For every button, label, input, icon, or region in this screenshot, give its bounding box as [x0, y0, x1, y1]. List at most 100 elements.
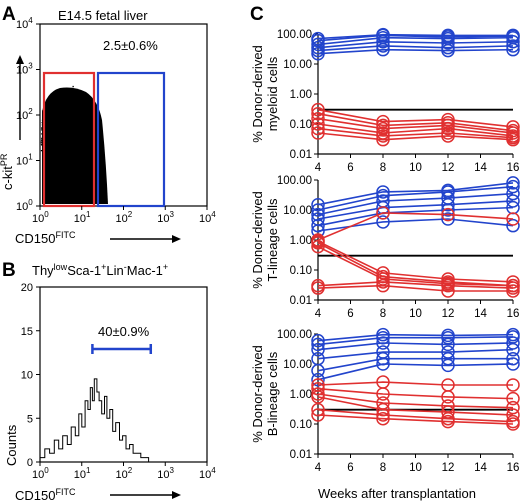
panel-b-histogram: [39, 378, 150, 462]
panel-b-y-label: Counts: [4, 424, 19, 466]
panel-c-data-point: [506, 39, 520, 53]
panel-c-x-tick-label: 12: [442, 308, 455, 320]
panel-c-data-point: [376, 206, 390, 220]
panel-c-data-point: [441, 390, 455, 404]
panel-c-data-point: [441, 118, 455, 133]
panel-c-data-point: [441, 207, 455, 222]
panel-c-y-label: % Donor-derived B-lineage cells: [250, 345, 280, 443]
panel-c-series-line: [317, 45, 514, 52]
panel-c-y-label-line2: myeloid cells: [265, 56, 280, 131]
panel-c-data-point: [311, 363, 325, 378]
panel-c-data-point: [506, 284, 520, 298]
panel-c-x-tick-label: 10: [409, 308, 422, 320]
panel-c-series-line: [317, 192, 514, 216]
panel-c-label: C: [250, 4, 264, 25]
panel-c-y-tick-label: 1.00: [290, 389, 312, 401]
panel-c-y-tick-label: 1.00: [290, 89, 312, 101]
panel-b-y-tick-label: 15: [21, 326, 33, 338]
panel-c-x-tick-label: 10: [409, 162, 422, 174]
panel-a-y-tick-label: 101: [16, 153, 33, 168]
panel-c-data-point: [311, 102, 325, 117]
panel-c-x-tick-label: 6: [347, 462, 353, 474]
panel-c-series-line: [317, 396, 514, 416]
panel-a-x-tick-label: 102: [116, 210, 133, 225]
panel-c-data-point: [376, 408, 390, 422]
panel-c-data-point: [506, 218, 520, 233]
panel-c-data-point: [311, 281, 325, 295]
panel-c-data-point: [441, 414, 455, 429]
panel-c-data-point: [506, 132, 520, 147]
panel-c-series-line: [317, 123, 514, 137]
panel-c-series-line: [317, 363, 514, 381]
panel-c-x-tick-label: 14: [474, 162, 487, 174]
panel-c-series-line: [317, 393, 514, 409]
panel-c-data-point: [506, 42, 520, 57]
panel-c-data-point: [506, 378, 520, 392]
panel-c-x-tick-label: 6: [347, 308, 353, 320]
panel-c-data-point: [376, 185, 390, 199]
panel-c-data-point: [311, 126, 325, 140]
panel-c-data-point: [441, 284, 455, 298]
panel-c-series-line: [317, 284, 513, 292]
panel-c-series-line: [317, 48, 514, 55]
panel-a-event-cloud: [40, 85, 108, 204]
panel-c-x-tick-label: 4: [315, 162, 322, 174]
panel-c-y-tick-label: 0.01: [290, 295, 312, 307]
panel-c-data-point: [376, 35, 390, 49]
panel-c-series-line: [317, 127, 514, 139]
panel-c-data-point: [311, 337, 325, 352]
panel-c-data-point: [506, 35, 520, 49]
panel-c-data-point: [376, 42, 390, 57]
panel-c-data-point: [506, 176, 520, 190]
panel-a-x-tick-label: 100: [32, 210, 49, 225]
panel-a-label: A: [2, 4, 16, 25]
panel-b-x-tick-label: 103: [157, 466, 174, 481]
panel-a-y-tick-label: 102: [16, 107, 33, 122]
panel-c-x-tick-label: 16: [507, 462, 520, 474]
panel-c-x-tick-label: 14: [474, 462, 487, 474]
panel-a-x-arrowhead: [172, 235, 181, 243]
panel-c-x-tick-label: 4: [315, 308, 322, 320]
panel-c-y-tick-label: 0.10: [290, 265, 312, 277]
panel-c-series-line: [317, 414, 514, 425]
panel-c-series-line: [317, 342, 514, 351]
panel-b-label: B: [2, 260, 16, 281]
panel-c-data-point: [311, 408, 325, 422]
panel-b-title: ThylowSca-1+Lin-Mac-1+: [32, 262, 168, 278]
panel-b-gate-annotation: 40±0.9%: [98, 324, 150, 339]
panel-c-data-point: [506, 179, 520, 194]
panel-c-series-line: [317, 281, 514, 289]
panel-c-series-line: [317, 348, 514, 360]
panel-c-y-label: % Donor-derived T-lineage cells: [250, 191, 280, 289]
panel-c-series-line: [317, 336, 514, 346]
panel-a-event-dots: [40, 85, 94, 179]
panel-c-data-point: [311, 203, 325, 217]
panel-c-data-point: [376, 357, 390, 371]
panel-c-data-point: [376, 118, 390, 133]
panel-c-data-point: [376, 215, 390, 229]
panel-a-x-tick-label: 104: [199, 210, 216, 225]
panel-c-data-point: [376, 132, 390, 147]
panel-c-y-tick-label: 100.00: [277, 329, 312, 341]
panel-c-series-line: [317, 112, 514, 132]
panel-c-data-point: [311, 207, 325, 222]
panel-c-series-line: [317, 34, 514, 42]
panel-c-series-line: [317, 36, 514, 46]
panel-c-data-point: [376, 387, 390, 401]
panel-c-y-tick-label: 100.00: [277, 175, 312, 187]
panel-c-data-point: [311, 236, 325, 250]
panel-c-data-point: [506, 200, 520, 215]
panel-c-data-point: [506, 212, 520, 226]
panel-c-data-point: [311, 390, 325, 404]
panel-c-series-line: [317, 117, 514, 134]
panel-c-x-tick-label: 8: [380, 162, 386, 174]
panel-c-data-point: [376, 278, 390, 293]
panel-a-y-label: c-kitPR: [0, 153, 15, 190]
panel-c-y-label-line1: % Donor-derived: [250, 191, 265, 289]
panel-a-gate-annotation: 2.5±0.6%: [103, 38, 158, 53]
panel-c-data-point: [441, 358, 455, 373]
panel-c-data-point: [506, 400, 520, 415]
panel-c-data-point: [311, 46, 325, 61]
panel-b-x-ticks: 100 101 102 103 104: [32, 462, 216, 481]
